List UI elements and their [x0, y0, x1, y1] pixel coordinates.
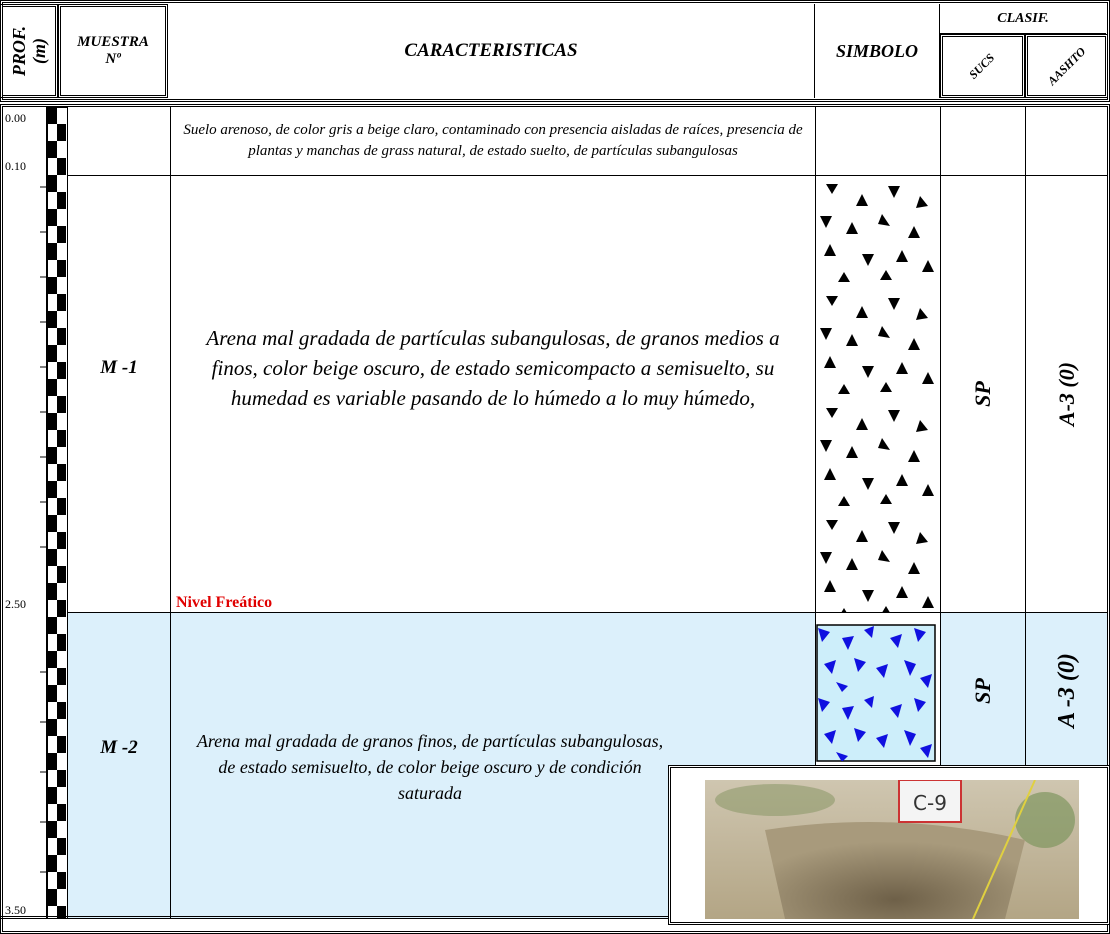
symbol-pattern [816, 624, 936, 762]
depth-label: 0.00 [5, 111, 26, 125]
layer-sample: M -2 [100, 737, 138, 758]
depth-bar [57, 107, 66, 919]
header-aashto-cell: AASHTO [1025, 34, 1108, 98]
depth-column: 0.00 0.10 2.50 3.50 [3, 107, 47, 919]
layer-sucs-cell: SP [941, 176, 1025, 612]
layer-aashto-cell: A -3 (0) [1026, 613, 1108, 768]
layer-description: Suelo arenoso, de color gris a beige cla… [183, 122, 803, 159]
layer-aashto-cell: A-3 (0) [1026, 176, 1108, 612]
header-sample: MUESTRA [77, 34, 149, 50]
layer-description: Arena mal gradada de partículas subangul… [206, 326, 780, 410]
depth-label: 2.50 [5, 597, 26, 611]
layer-aashto: A -3 (0) [1053, 653, 1080, 728]
layer-sucs-cell: SP [941, 613, 1025, 768]
header-description: CARACTERISTICAS [168, 4, 815, 98]
header-sample-cell: MUESTRA Nº [58, 4, 168, 98]
layer-description: Arena mal gradada de granos finos, de pa… [196, 731, 664, 803]
header-sucs-cell: SUCS [940, 34, 1025, 98]
header-depth-cell: PROF. (m) [0, 4, 58, 98]
layer-aashto: A-3 (0) [1054, 361, 1079, 427]
water-table-label: Nivel Freático [176, 594, 273, 611]
depth-label: 3.50 [5, 903, 26, 917]
layer-sucs: SP [970, 381, 995, 407]
header-classification: CLASIF. [940, 4, 1106, 34]
layer-sample: M -1 [100, 357, 138, 378]
header-symbol: SIMBOLO [815, 4, 940, 98]
photo: C-9 [705, 780, 1079, 919]
layer-sucs: SP [970, 677, 995, 704]
header-sample-no: Nº [105, 51, 121, 67]
depth-label: 0.10 [5, 159, 26, 173]
bottom-border [0, 916, 668, 919]
photo-sign: C-9 [913, 791, 947, 815]
depth-ticks [40, 186, 48, 873]
symbol-pattern [816, 184, 940, 612]
depth-bar [48, 107, 57, 919]
